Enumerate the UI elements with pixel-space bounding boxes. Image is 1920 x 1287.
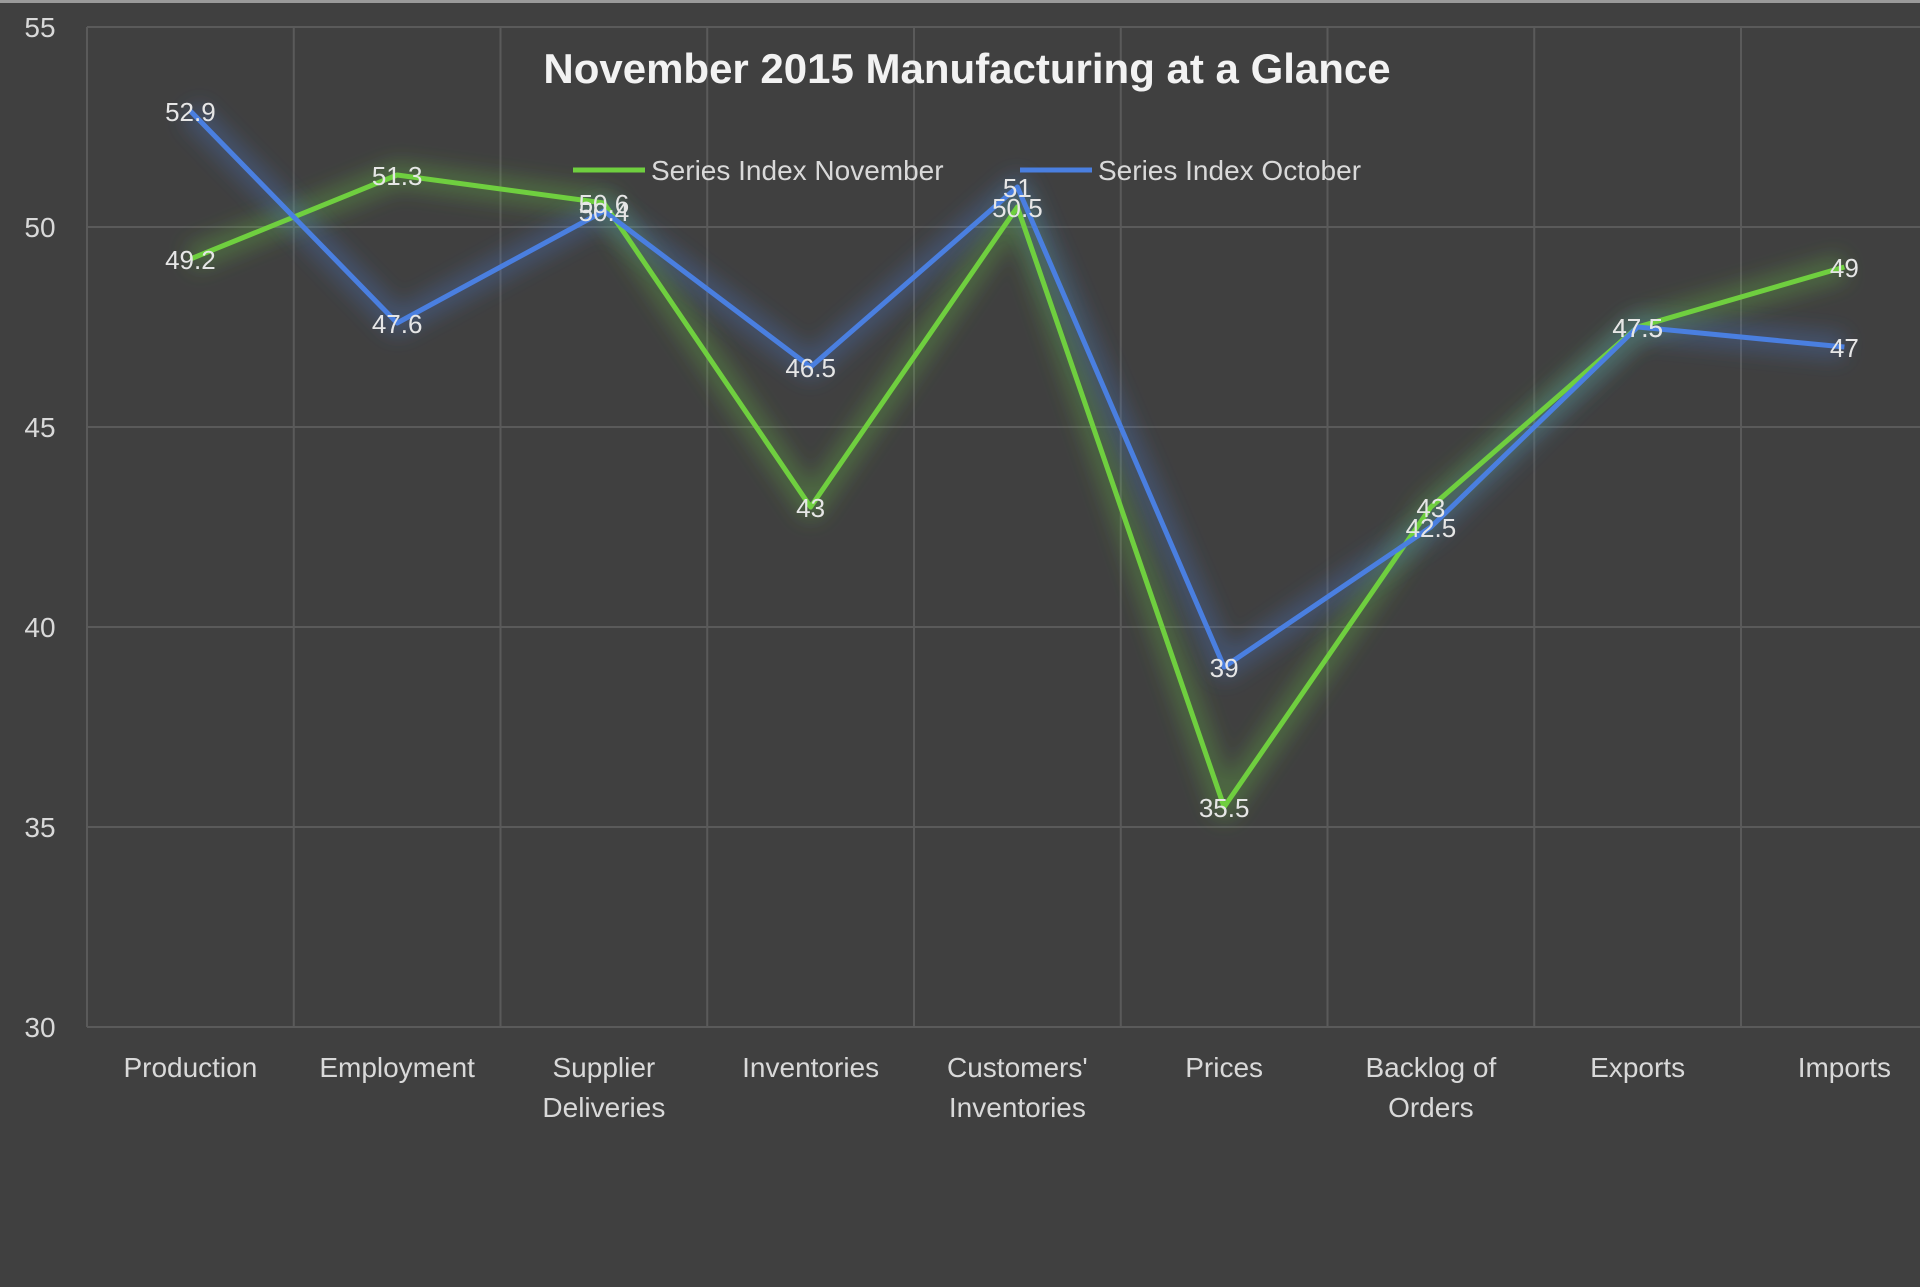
legend-item-october[interactable]: Series Index October (1020, 155, 1361, 186)
data-label: 49 (1830, 253, 1859, 283)
data-label: 51.3 (372, 161, 423, 191)
legend: Series Index November Series Index Octobe… (573, 155, 1361, 186)
legend-label: Series Index November (651, 155, 944, 186)
x-tick-label: Imports (1798, 1052, 1891, 1083)
data-label: 47.6 (372, 309, 423, 339)
x-tick-label: Orders (1388, 1092, 1474, 1123)
data-label: 47 (1830, 333, 1859, 363)
data-label: 47.5 (1612, 313, 1663, 343)
x-tick-label: Prices (1185, 1052, 1263, 1083)
y-tick-label: 40 (24, 612, 55, 643)
data-label: 46.5 (785, 353, 836, 383)
data-label: 39 (1210, 653, 1239, 683)
series-glow (185, 162, 1848, 820)
data-label: 49.2 (165, 245, 216, 275)
data-label: 50.6 (579, 189, 630, 219)
x-tick-label: Supplier (553, 1052, 656, 1083)
legend-label: Series Index October (1098, 155, 1361, 186)
data-label: 35.5 (1199, 793, 1250, 823)
data-label: 50.5 (992, 193, 1043, 223)
chart-title: November 2015 Manufacturing at a Glance (543, 45, 1390, 92)
x-tick-label: Deliveries (542, 1092, 665, 1123)
legend-item-november[interactable]: Series Index November (573, 155, 944, 186)
y-tick-label: 55 (24, 12, 55, 43)
data-label: 47.5 (1612, 313, 1663, 343)
y-tick-label: 50 (24, 212, 55, 243)
data-label: 51 (1003, 173, 1032, 203)
data-labels: 49.2 51.3 50.6 43 50.5 35.5 43 47.5 49 52.9 47.6 50… (165, 97, 1859, 823)
x-axis: Production Employment Supplier Deliveries In… (123, 1052, 1891, 1123)
series-november-line[interactable] (189, 172, 1846, 810)
y-tick-label: 45 (24, 412, 55, 443)
data-label: 43 (1416, 493, 1445, 523)
data-label: 52.9 (165, 97, 216, 127)
series-lines (181, 101, 1848, 820)
y-axis: 30 35 40 45 50 55 (24, 12, 55, 1043)
series-october-line[interactable] (188, 109, 1845, 670)
x-tick-label: Exports (1590, 1052, 1685, 1083)
data-label: 42.5 (1406, 513, 1457, 543)
chart-canvas: 30 35 40 45 50 55 Production Employment Supplie… (24, 12, 1920, 1123)
x-tick-label: Inventories (949, 1092, 1086, 1123)
x-tick-label: Employment (319, 1052, 475, 1083)
y-tick-label: 35 (24, 812, 55, 843)
data-label: 43 (796, 493, 825, 523)
y-tick-label: 30 (24, 1012, 55, 1043)
x-tick-label: Backlog of (1366, 1052, 1497, 1083)
x-tick-label: Customers' (947, 1052, 1088, 1083)
data-label: 50.4 (579, 197, 630, 227)
x-tick-label: Inventories (742, 1052, 879, 1083)
x-tick-label: Production (123, 1052, 257, 1083)
